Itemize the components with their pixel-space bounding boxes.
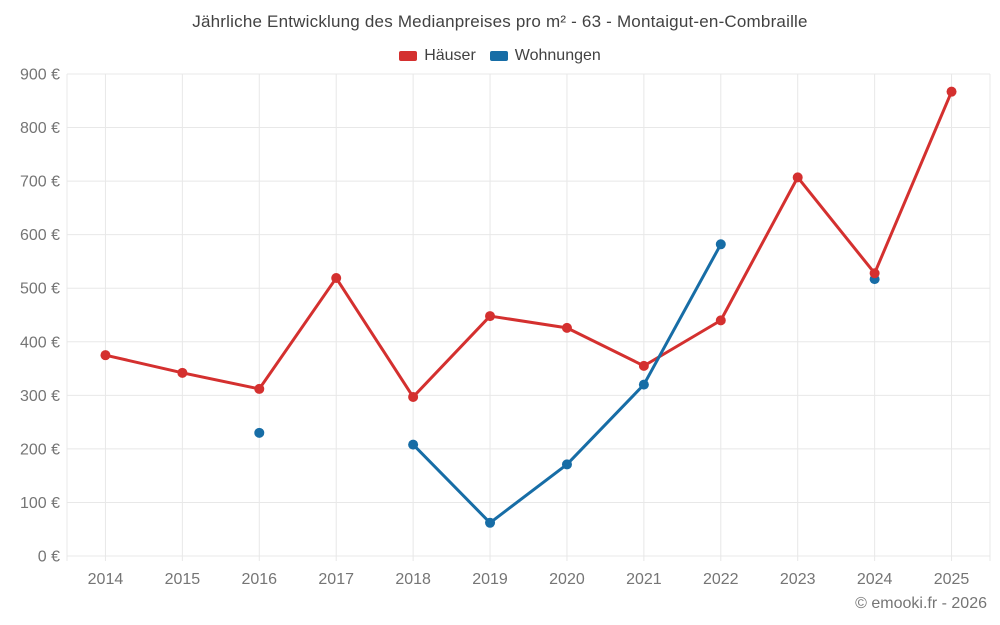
legend-item-wohnungen[interactable]: Wohnungen bbox=[489, 47, 601, 65]
chart-legend: Häuser Wohnungen bbox=[0, 47, 1000, 65]
x-axis-tick: 2024 bbox=[857, 571, 893, 588]
x-axis-tick: 2016 bbox=[241, 571, 277, 588]
chart-title: Jährliche Entwicklung des Medianpreises … bbox=[192, 12, 808, 31]
legend-label-wohnungen: Wohnungen bbox=[514, 47, 601, 64]
y-axis-tick: 0 € bbox=[38, 549, 60, 566]
data-point-häuser-2020[interactable] bbox=[561, 322, 572, 333]
data-point-wohnungen-2021[interactable] bbox=[638, 379, 649, 390]
data-point-häuser-2021[interactable] bbox=[638, 360, 649, 371]
data-point-häuser-2023[interactable] bbox=[792, 172, 803, 183]
y-axis-tick: 200 € bbox=[20, 441, 60, 458]
y-axis-tick: 600 € bbox=[20, 227, 60, 244]
x-axis-tick: 2019 bbox=[472, 571, 508, 588]
x-axis-tick: 2022 bbox=[703, 571, 739, 588]
data-point-häuser-2017[interactable] bbox=[331, 273, 342, 284]
data-point-häuser-2022[interactable] bbox=[715, 315, 726, 326]
y-axis-tick: 400 € bbox=[20, 334, 60, 351]
data-point-häuser-2025[interactable] bbox=[946, 86, 957, 97]
data-point-wohnungen-2022[interactable] bbox=[715, 239, 726, 250]
x-axis-tick: 2017 bbox=[318, 571, 354, 588]
legend-label-haeuser: Häuser bbox=[424, 47, 476, 64]
x-axis-tick: 2014 bbox=[88, 571, 124, 588]
haeuser-series-swatch bbox=[399, 51, 418, 61]
data-point-wohnungen-2020[interactable] bbox=[561, 459, 572, 470]
x-axis-tick: 2021 bbox=[626, 571, 662, 588]
data-point-häuser-2019[interactable] bbox=[485, 311, 496, 322]
data-point-häuser-2016[interactable] bbox=[254, 383, 265, 394]
y-axis-tick: 700 € bbox=[20, 174, 60, 191]
y-axis-tick: 500 € bbox=[20, 281, 60, 298]
series-line-häuser bbox=[103, 90, 954, 399]
y-axis-tick: 900 € bbox=[20, 67, 60, 84]
y-axis-tick: 800 € bbox=[20, 120, 60, 137]
data-point-häuser-2014[interactable] bbox=[100, 350, 111, 361]
data-point-häuser-2024[interactable] bbox=[869, 268, 880, 279]
y-axis-tick: 300 € bbox=[20, 388, 60, 405]
legend-item-haeuser[interactable]: Häuser bbox=[399, 47, 476, 65]
data-point-wohnungen-2016[interactable] bbox=[254, 427, 265, 438]
copyright-text: © emooki.fr - 2026 bbox=[855, 595, 987, 612]
x-axis-tick: 2020 bbox=[549, 571, 585, 588]
data-point-häuser-2018[interactable] bbox=[408, 391, 419, 402]
y-axis-tick: 100 € bbox=[20, 495, 60, 512]
x-axis-tick: 2025 bbox=[934, 571, 970, 588]
wohnungen-series-swatch bbox=[489, 51, 508, 61]
data-point-wohnungen-2019[interactable] bbox=[485, 517, 496, 528]
x-axis-tick: 2018 bbox=[395, 571, 431, 588]
data-point-häuser-2015[interactable] bbox=[177, 367, 188, 378]
data-point-wohnungen-2018[interactable] bbox=[408, 439, 419, 450]
x-axis-tick: 2015 bbox=[165, 571, 201, 588]
x-axis-tick: 2023 bbox=[780, 571, 816, 588]
